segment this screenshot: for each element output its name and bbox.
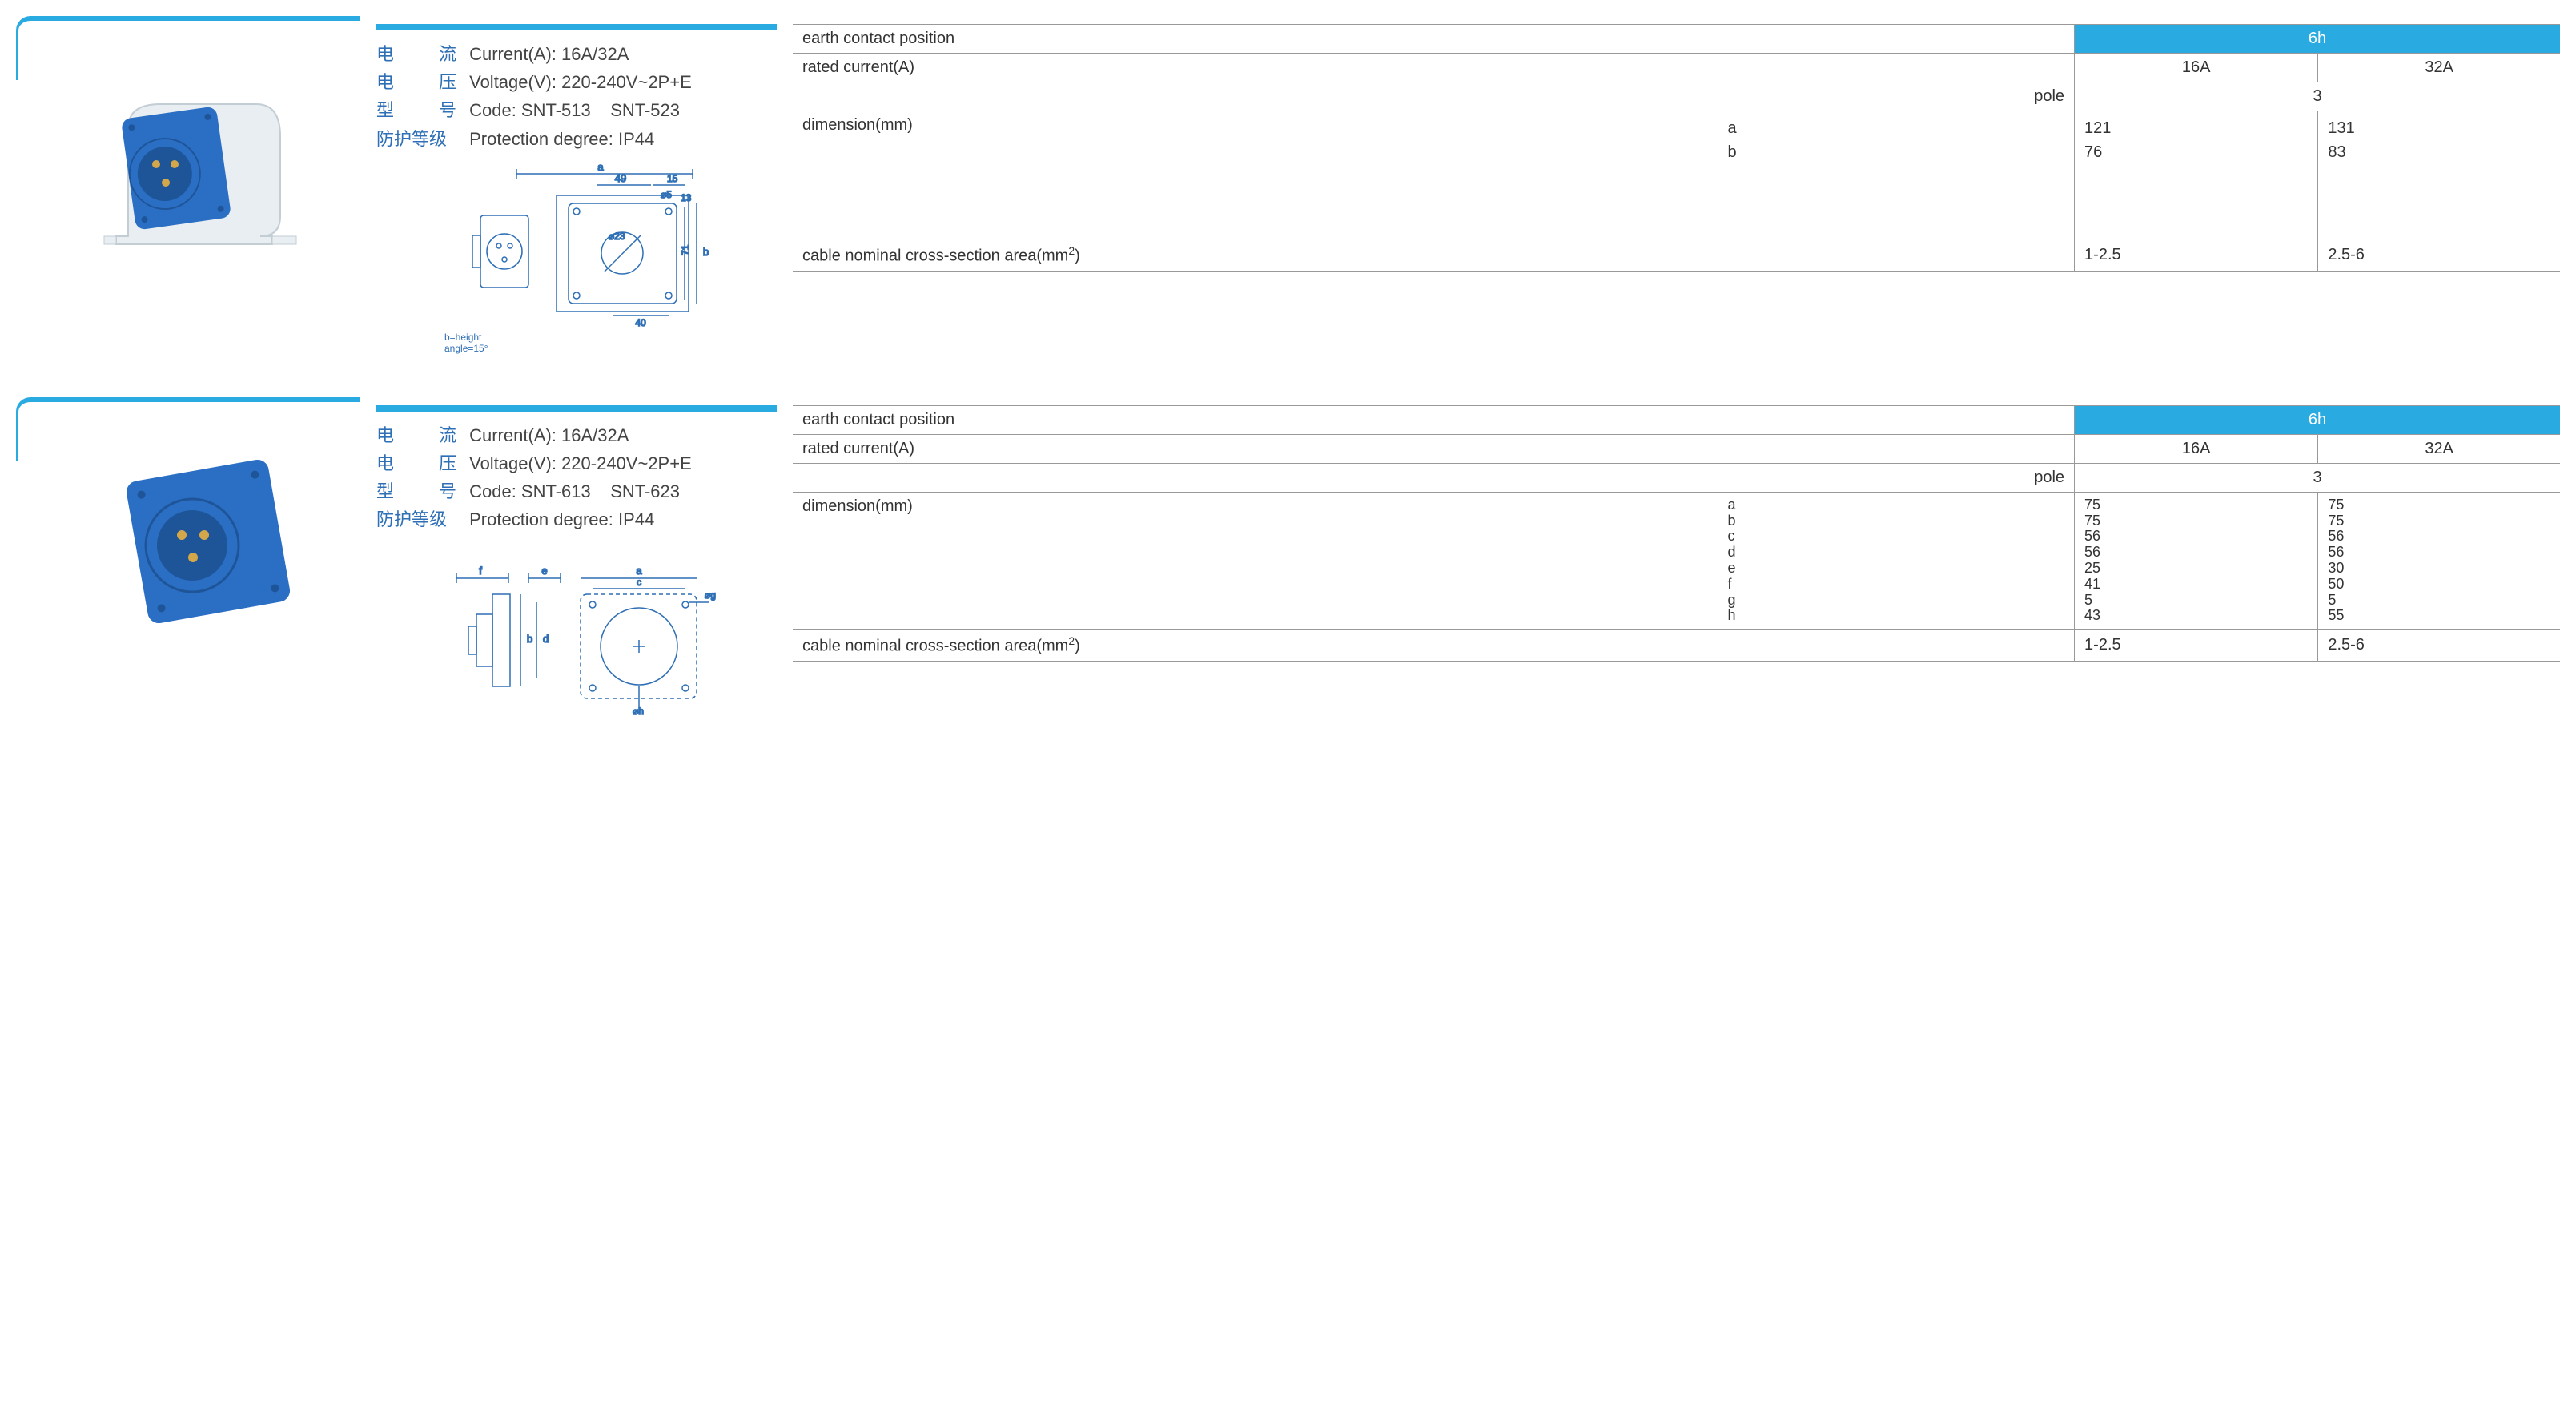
specs-cell: 电 流 Current(A): 16A/32A 电 压 Voltage(V): …: [376, 397, 777, 730]
rated-current-label: rated current(A): [793, 54, 2075, 82]
svg-text:⌀g: ⌀g: [705, 589, 716, 601]
spec-current: 电 流 Current(A): 16A/32A: [376, 421, 777, 449]
pole-label: pole: [1718, 463, 2074, 492]
dimension-label: dimension(mm): [793, 111, 1718, 239]
svg-text:40: 40: [635, 317, 646, 328]
svg-text:⌀23: ⌀23: [609, 231, 625, 242]
product-image: [72, 429, 312, 654]
product-row: 电 流 Current(A): 16A/32A 电 压 Voltage(V): …: [16, 16, 2560, 349]
spec-protection: 防护等级 Protection degree: IP44: [376, 125, 777, 153]
earth-contact-label: earth contact position: [793, 405, 2075, 434]
image-cell: [16, 16, 360, 272]
svg-text:49: 49: [615, 172, 626, 184]
svg-text:a: a: [597, 161, 604, 173]
dimension-16a: 757556562541543: [2075, 492, 2318, 629]
earth-contact-value: 6h: [2075, 405, 2560, 434]
pole-value: 3: [2075, 463, 2560, 492]
svg-text:b: b: [527, 633, 532, 645]
spec-code: 型 号 Code: SNT-513 SNT-523: [376, 96, 777, 124]
diagram-container: f e b d a c ⌀g ⌀h: [376, 546, 777, 730]
spec-voltage: 电 压 Voltage(V): 220-240V~2P+E: [376, 68, 777, 96]
spec-table: earth contact position 6h rated current(…: [793, 24, 2560, 272]
svg-text:71: 71: [680, 245, 691, 256]
diagram-container: a 49 15 13 ⌀5 ⌀23 b 71 40: [376, 165, 777, 349]
svg-text:15: 15: [667, 173, 678, 184]
rated-16a: 16A: [2075, 54, 2318, 82]
rated-32a: 32A: [2318, 54, 2560, 82]
svg-text:b: b: [703, 246, 709, 258]
dimension-32a: 13183: [2318, 111, 2560, 239]
svg-text:e: e: [541, 565, 547, 577]
accent-bar: [376, 405, 777, 412]
product-image-wall: [72, 56, 312, 264]
cable-16a: 1-2.5: [2075, 630, 2318, 662]
table-cell: earth contact position 6h rated current(…: [793, 397, 2560, 662]
cable-32a: 2.5-6: [2318, 239, 2560, 272]
diagram-note: b=heightangle=15°: [444, 332, 709, 354]
earth-contact-value: 6h: [2075, 25, 2560, 54]
pole-label: pole: [1718, 82, 2074, 111]
cable-16a: 1-2.5: [2075, 239, 2318, 272]
svg-text:⌀5: ⌀5: [661, 189, 672, 200]
rated-32a: 32A: [2318, 434, 2560, 463]
spec-code: 型 号 Code: SNT-613 SNT-623: [376, 477, 777, 505]
accent-bar: [376, 24, 777, 30]
rated-current-label: rated current(A): [793, 434, 2075, 463]
dimension-16a: 12176: [2075, 111, 2318, 239]
dimension-32a: 757556563050555: [2318, 492, 2560, 629]
specs-cell: 电 流 Current(A): 16A/32A 电 压 Voltage(V): …: [376, 16, 777, 349]
svg-text:13: 13: [681, 192, 692, 203]
rated-16a: 16A: [2075, 434, 2318, 463]
cable-32a: 2.5-6: [2318, 630, 2560, 662]
product-image-panel: [80, 437, 304, 646]
svg-text:⌀h: ⌀h: [633, 706, 644, 717]
technical-diagram-wall: a 49 15 13 ⌀5 ⌀23 b 71 40: [444, 159, 709, 328]
svg-text:c: c: [637, 577, 641, 588]
svg-text:d: d: [543, 633, 549, 645]
technical-diagram-panel: f e b d a c ⌀g ⌀h: [432, 558, 721, 718]
product-row: 电 流 Current(A): 16A/32A 电 压 Voltage(V): …: [16, 397, 2560, 730]
dimension-keys: ab: [1718, 111, 2074, 239]
image-cell: [16, 397, 360, 654]
pole-value: 3: [2075, 82, 2560, 111]
spec-table: earth contact position 6h rated current(…: [793, 405, 2560, 662]
dimension-keys: abcdefgh: [1718, 492, 2074, 629]
earth-contact-label: earth contact position: [793, 25, 2075, 54]
svg-text:f: f: [479, 565, 482, 577]
spec-current: 电 流 Current(A): 16A/32A: [376, 40, 777, 68]
spec-protection: 防护等级 Protection degree: IP44: [376, 505, 777, 533]
product-image: [72, 48, 312, 272]
table-cell: earth contact position 6h rated current(…: [793, 16, 2560, 272]
cable-section-label: cable nominal cross-section area(mm2): [793, 630, 2075, 662]
svg-text:a: a: [636, 565, 642, 577]
dimension-label: dimension(mm): [793, 492, 1718, 629]
cable-section-label: cable nominal cross-section area(mm2): [793, 239, 2075, 272]
spec-voltage: 电 压 Voltage(V): 220-240V~2P+E: [376, 449, 777, 477]
